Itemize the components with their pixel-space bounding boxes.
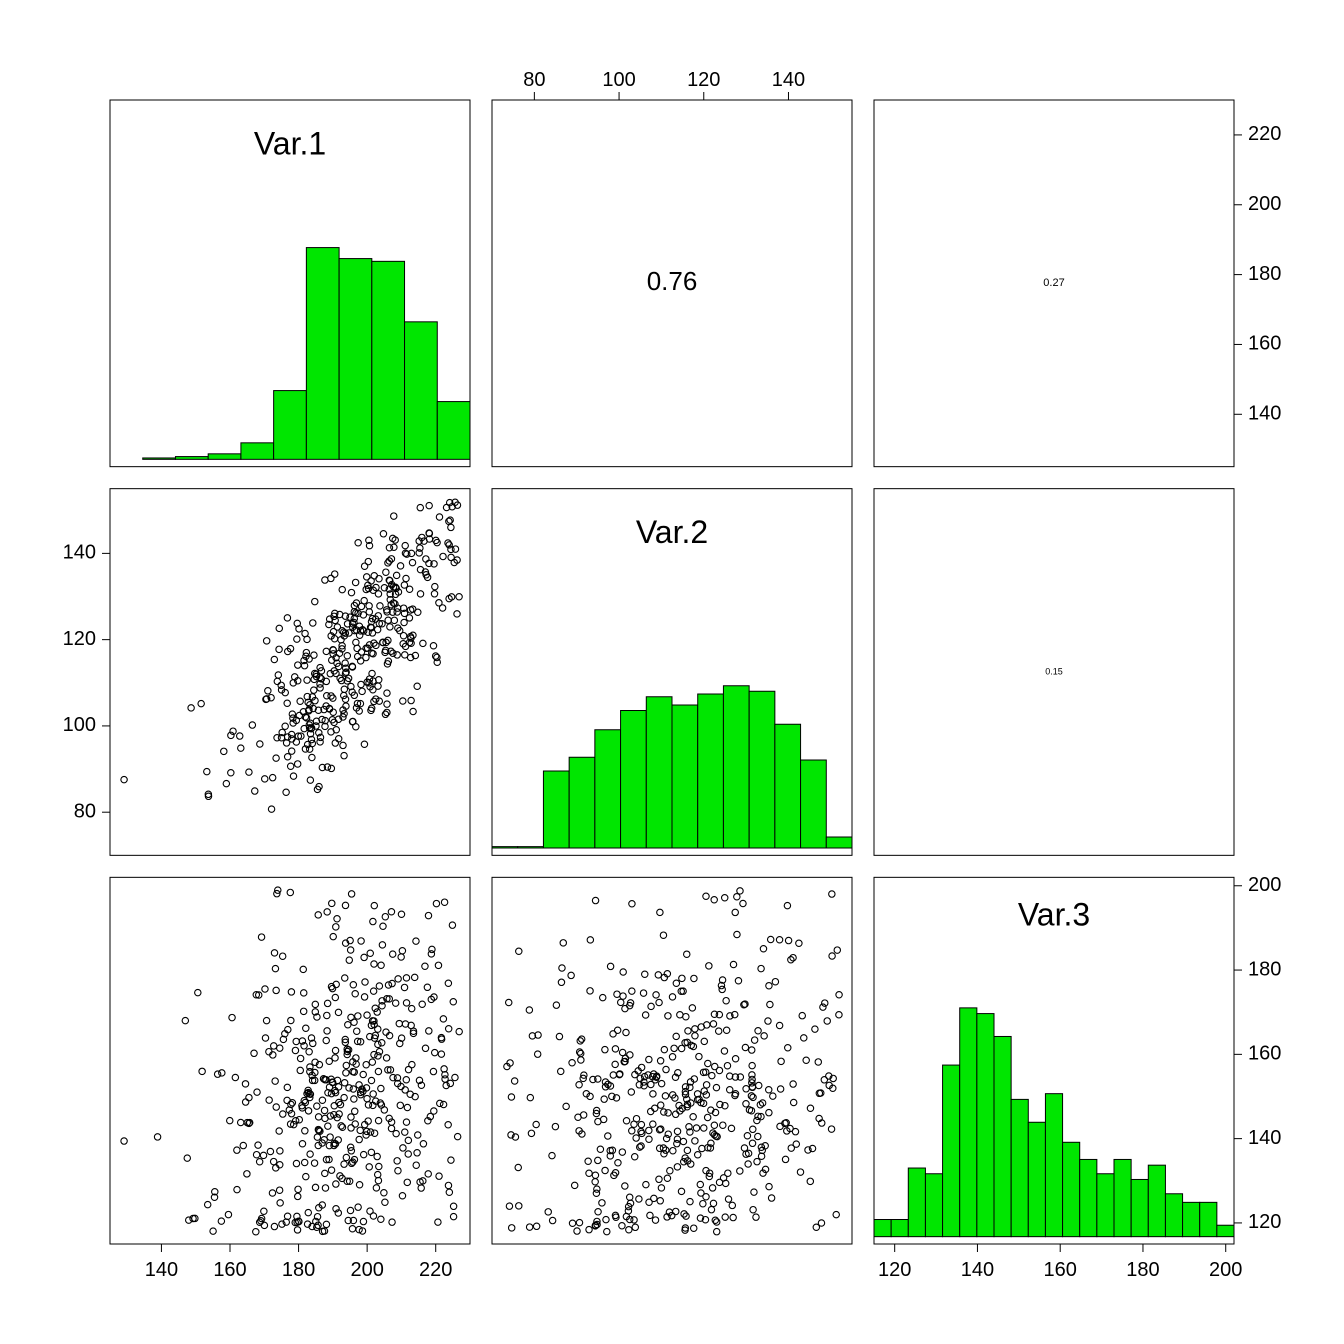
svg-text:80: 80 [523, 69, 545, 91]
svg-text:220: 220 [419, 1259, 452, 1281]
svg-text:180: 180 [282, 1259, 315, 1281]
svg-text:140: 140 [145, 1259, 178, 1281]
svg-text:Var.1: Var.1 [254, 125, 326, 161]
svg-text:0.27: 0.27 [1043, 277, 1064, 289]
svg-text:120: 120 [1248, 1211, 1281, 1233]
svg-text:200: 200 [1248, 874, 1281, 896]
svg-text:160: 160 [1248, 1043, 1281, 1065]
svg-text:120: 120 [878, 1259, 911, 1281]
svg-text:0.15: 0.15 [1045, 666, 1063, 676]
svg-text:180: 180 [1248, 263, 1281, 285]
svg-text:200: 200 [1248, 193, 1281, 215]
svg-text:200: 200 [1209, 1259, 1242, 1281]
svg-text:0.76: 0.76 [647, 266, 698, 296]
svg-text:100: 100 [602, 69, 635, 91]
svg-text:120: 120 [687, 69, 720, 91]
svg-text:160: 160 [213, 1259, 246, 1281]
svg-text:Var.3: Var.3 [1018, 897, 1090, 933]
svg-text:180: 180 [1126, 1259, 1159, 1281]
svg-text:140: 140 [772, 69, 805, 91]
svg-text:140: 140 [63, 542, 96, 564]
svg-text:220: 220 [1248, 123, 1281, 145]
svg-text:140: 140 [1248, 1127, 1281, 1149]
svg-text:160: 160 [1248, 333, 1281, 355]
svg-text:200: 200 [350, 1259, 383, 1281]
svg-text:160: 160 [1044, 1259, 1077, 1281]
svg-text:80: 80 [74, 800, 96, 822]
svg-text:100: 100 [63, 714, 96, 736]
svg-text:120: 120 [63, 628, 96, 650]
pairs-plot: Var.1 0.76 0.27 Var.2 0.15 Var.3 80 100 120 140 80… [0, 0, 1344, 1344]
svg-text:Var.2: Var.2 [636, 514, 708, 550]
svg-text:140: 140 [961, 1259, 994, 1281]
svg-text:140: 140 [1248, 403, 1281, 425]
svg-text:180: 180 [1248, 958, 1281, 980]
